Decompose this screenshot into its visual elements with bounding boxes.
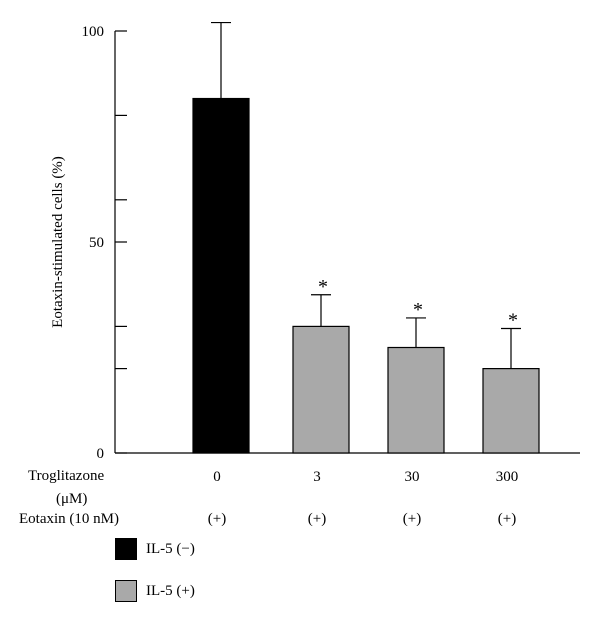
- significance-marker: *: [318, 276, 328, 298]
- bar: [192, 97, 250, 454]
- legend-label-il5-negative: IL-5 (−): [146, 541, 195, 557]
- troglitazone-label: Troglitazone: [28, 468, 105, 484]
- eotaxin-label: Eotaxin (10 nM): [19, 511, 119, 527]
- significance-marker: *: [508, 310, 518, 332]
- legend-swatch-il5-positive: [115, 580, 137, 602]
- legend-swatch-il5-negative: [115, 538, 137, 560]
- y-tick-label: 0: [97, 446, 105, 462]
- eotaxin-value: (+): [403, 511, 421, 527]
- y-axis-label: Eotaxin-stimulated cells (%): [50, 156, 66, 328]
- x-tick-label: 0: [213, 469, 221, 485]
- legend-label-il5-positive: IL-5 (+): [146, 583, 195, 599]
- x-tick-label: 300: [496, 469, 519, 485]
- bar: [387, 346, 445, 454]
- eotaxin-value: (+): [308, 511, 326, 527]
- y-tick-label: 100: [82, 24, 105, 40]
- y-tick-label: 50: [89, 235, 104, 251]
- eotaxin-value: (+): [208, 511, 226, 527]
- eotaxin-value: (+): [498, 511, 516, 527]
- bar: [292, 325, 350, 454]
- troglitazone-unit-label: (μM): [56, 491, 88, 507]
- bar: [482, 368, 540, 454]
- significance-marker: *: [413, 299, 423, 321]
- x-tick-label: 30: [405, 469, 420, 485]
- x-tick-label: 3: [313, 469, 321, 485]
